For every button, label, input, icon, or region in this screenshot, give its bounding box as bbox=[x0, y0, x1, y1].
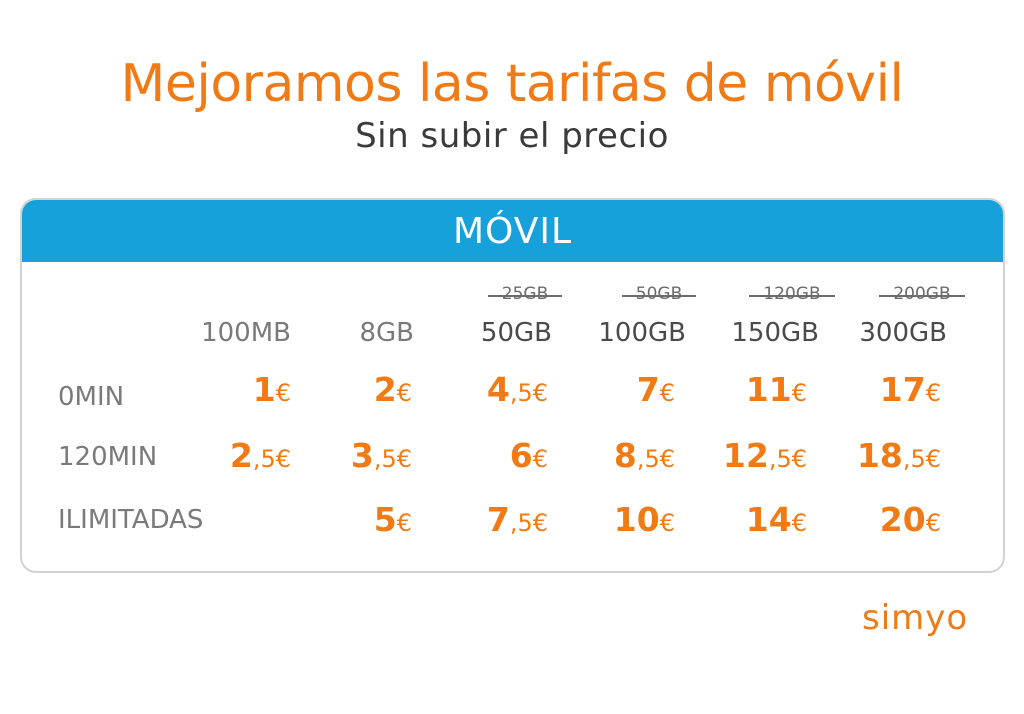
old-data-col-5: 120GB bbox=[742, 284, 842, 304]
data-col-5: 150GB bbox=[731, 318, 819, 348]
price-cell: 2€ bbox=[373, 370, 412, 409]
price-cell: 12,5€ bbox=[722, 436, 807, 475]
data-col-4: 100GB bbox=[598, 318, 686, 348]
old-data-col-3: 25GB bbox=[475, 284, 575, 304]
price-cell: 10€ bbox=[613, 500, 675, 539]
price-cell: 20€ bbox=[879, 500, 941, 539]
price-cell: 4,5€ bbox=[486, 370, 548, 409]
page-title: Mejoramos las tarifas de móvil bbox=[120, 54, 904, 114]
price-cell: 5€ bbox=[373, 500, 412, 539]
row-label-0min: 0MIN bbox=[58, 382, 125, 412]
data-col-3: 50GB bbox=[480, 318, 552, 348]
tariff-card: MÓVIL 25GB 50GB 120GB 200GB 100MB 8GB 50… bbox=[20, 198, 1005, 573]
price-cell: 11€ bbox=[745, 370, 807, 409]
price-cell: 6€ bbox=[509, 436, 548, 475]
old-data-col-4: 50GB bbox=[609, 284, 709, 304]
price-cell: 3,5€ bbox=[350, 436, 412, 475]
price-cell: 17€ bbox=[879, 370, 941, 409]
card-header: MÓVIL bbox=[22, 200, 1003, 262]
data-col-6: 300GB bbox=[859, 318, 947, 348]
page-subtitle: Sin subir el precio bbox=[355, 116, 669, 156]
price-cell: 7€ bbox=[636, 370, 675, 409]
price-cell: 7,5€ bbox=[486, 500, 548, 539]
row-label-ilimitadas: ILIMITADAS bbox=[58, 505, 204, 535]
row-label-120min: 120MIN bbox=[58, 442, 158, 472]
price-cell: 14€ bbox=[745, 500, 807, 539]
data-col-1: 100MB bbox=[201, 318, 291, 348]
simyo-logo: simyo bbox=[862, 598, 969, 638]
price-cell: 8,5€ bbox=[613, 436, 675, 475]
price-cell: 18,5€ bbox=[856, 436, 941, 475]
price-cell: 1€ bbox=[252, 370, 291, 409]
price-cell: 2,5€ bbox=[229, 436, 291, 475]
old-data-col-6: 200GB bbox=[872, 284, 972, 304]
data-col-2: 8GB bbox=[359, 318, 414, 348]
